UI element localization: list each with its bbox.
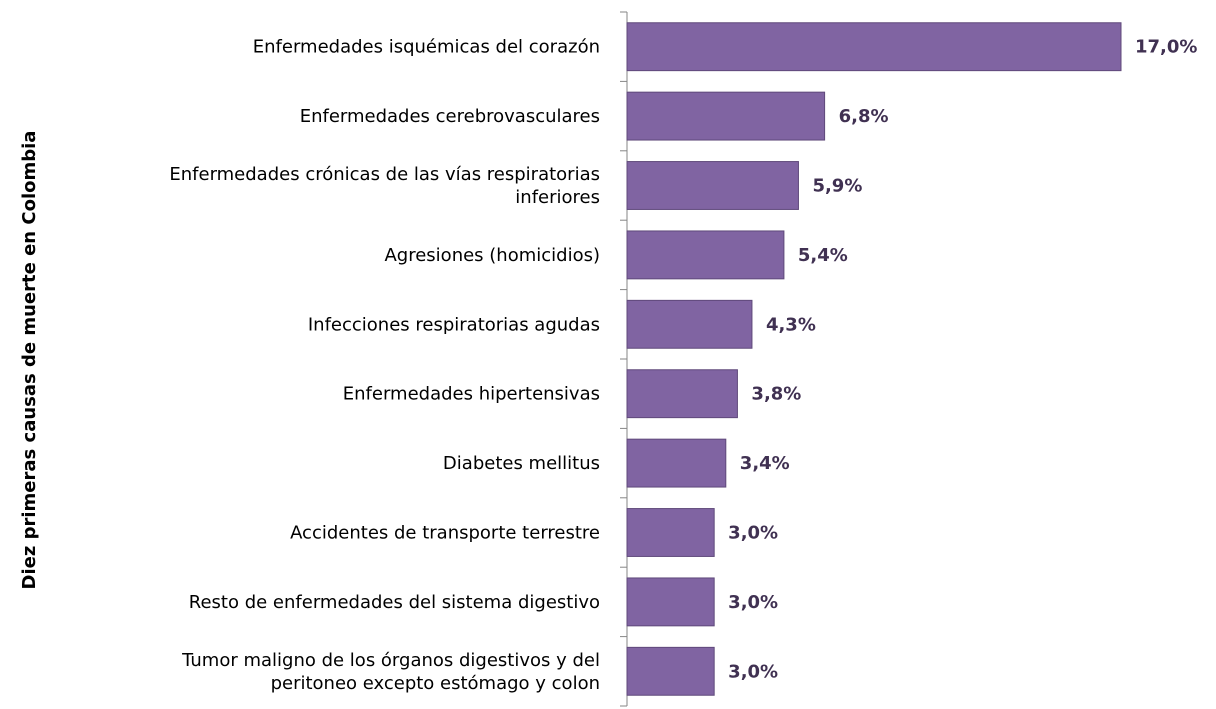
data-label: 5,4%	[798, 245, 848, 266]
category-label: Enfermedades hipertensivas	[343, 384, 600, 405]
category-label: Enfermedades isquémicas del corazón	[253, 37, 600, 58]
bar	[626, 161, 799, 210]
category-label: Agresiones (homicidios)	[384, 245, 600, 266]
bar	[626, 369, 738, 419]
data-label: 4,3%	[766, 314, 816, 335]
data-label: 5,9%	[812, 176, 862, 197]
data-label: 3,0%	[728, 523, 778, 544]
data-label: 3,4%	[740, 453, 790, 474]
bar	[626, 91, 826, 141]
data-label: 17,0%	[1135, 37, 1197, 58]
bar	[626, 646, 715, 696]
bar	[626, 299, 753, 349]
category-label: Tumor maligno de los órganos digestivos …	[181, 650, 600, 694]
category-label: Enfermedades crónicas de las vías respir…	[169, 164, 600, 208]
category-label: Accidentes de transporte terrestre	[290, 523, 600, 544]
bar	[626, 577, 715, 627]
category-label: Resto de enfermedades del sistema digest…	[189, 592, 600, 613]
data-label: 6,8%	[839, 106, 889, 127]
category-label: Infecciones respiratorias agudas	[308, 314, 600, 335]
data-label: 3,0%	[728, 661, 778, 682]
bar	[626, 438, 727, 488]
bar	[626, 508, 715, 557]
data-label: 3,0%	[728, 592, 778, 613]
y-axis-label: Diez primeras causas de muerte en Colomb…	[19, 131, 40, 590]
bar	[626, 230, 785, 280]
data-label: 3,8%	[751, 384, 801, 405]
category-label: Diabetes mellitus	[443, 453, 600, 474]
bar	[626, 22, 1122, 72]
category-label: Enfermedades cerebrovasculares	[300, 106, 600, 127]
